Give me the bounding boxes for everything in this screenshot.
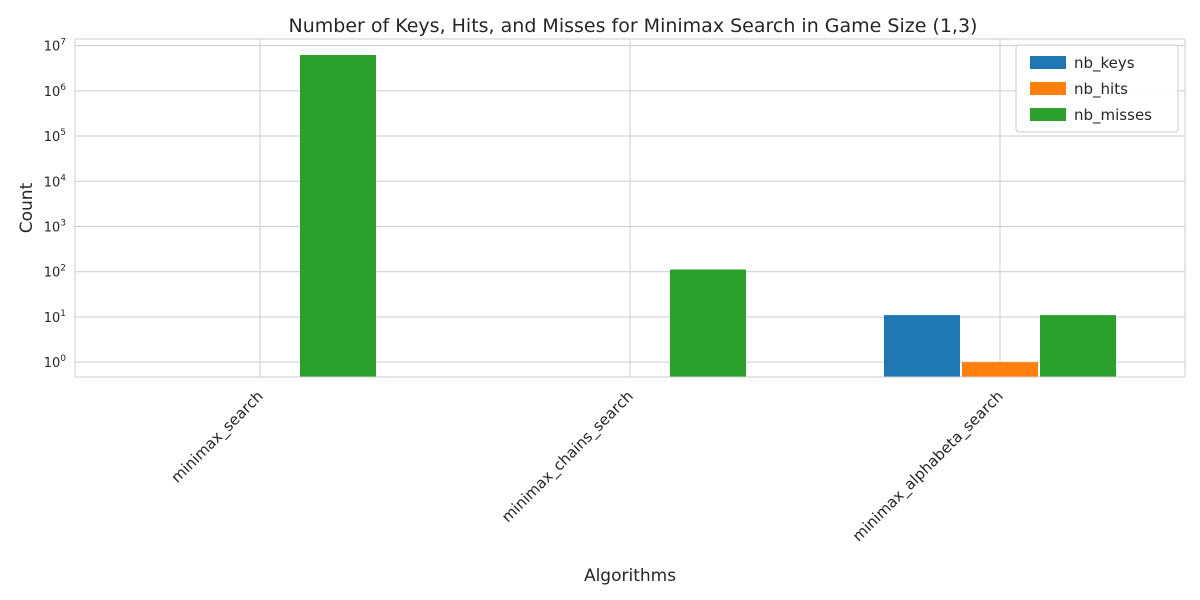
bar-nb_keys-minimax_alphabeta_search bbox=[884, 315, 960, 377]
y-tick-label: 107 bbox=[44, 38, 66, 55]
legend-swatch-nb_misses bbox=[1030, 108, 1066, 121]
legend-swatch-nb_hits bbox=[1030, 82, 1066, 95]
bar-nb_misses-minimax_search bbox=[300, 54, 376, 378]
legend: nb_keys nb_hits nb_misses bbox=[1015, 44, 1179, 133]
legend-label-nb_hits: nb_hits bbox=[1074, 80, 1128, 99]
x-tick-label: minimax_search bbox=[168, 387, 268, 487]
y-axis-ticks: 100 101 102 103 104 105 106 107 bbox=[44, 38, 67, 372]
y-tick-label: 106 bbox=[44, 83, 67, 100]
x-axis-ticks: minimax_search minimax_chains_search minim… bbox=[168, 387, 1008, 546]
x-tick-label: minimax_chains_search bbox=[498, 387, 638, 527]
x-tick-label: minimax_alphabeta_search bbox=[849, 387, 1008, 546]
bar-nb_misses-minimax_alphabeta_search bbox=[1040, 315, 1116, 377]
y-tick-label: 104 bbox=[44, 173, 67, 190]
y-tick-label: 103 bbox=[44, 219, 66, 236]
x-axis-label: Algorithms bbox=[584, 566, 676, 586]
y-tick-label: 105 bbox=[44, 128, 66, 145]
bars bbox=[300, 54, 1116, 378]
plot-frame bbox=[74, 38, 1186, 378]
chart-title: Number of Keys, Hits, and Misses for Min… bbox=[289, 15, 978, 37]
bar-nb_hits-minimax_alphabeta_search bbox=[962, 362, 1038, 377]
y-tick-label: 102 bbox=[44, 264, 66, 281]
legend-swatch-nb_keys bbox=[1030, 56, 1066, 69]
y-tick-label: 101 bbox=[44, 309, 66, 326]
y-axis-label: Count bbox=[17, 182, 37, 233]
legend-label-nb_misses: nb_misses bbox=[1074, 106, 1152, 125]
bar-nb_misses-minimax_chains_search bbox=[670, 269, 746, 377]
y-tick-label: 100 bbox=[44, 354, 67, 371]
grid bbox=[75, 39, 1185, 377]
legend-label-nb_keys: nb_keys bbox=[1074, 54, 1135, 73]
